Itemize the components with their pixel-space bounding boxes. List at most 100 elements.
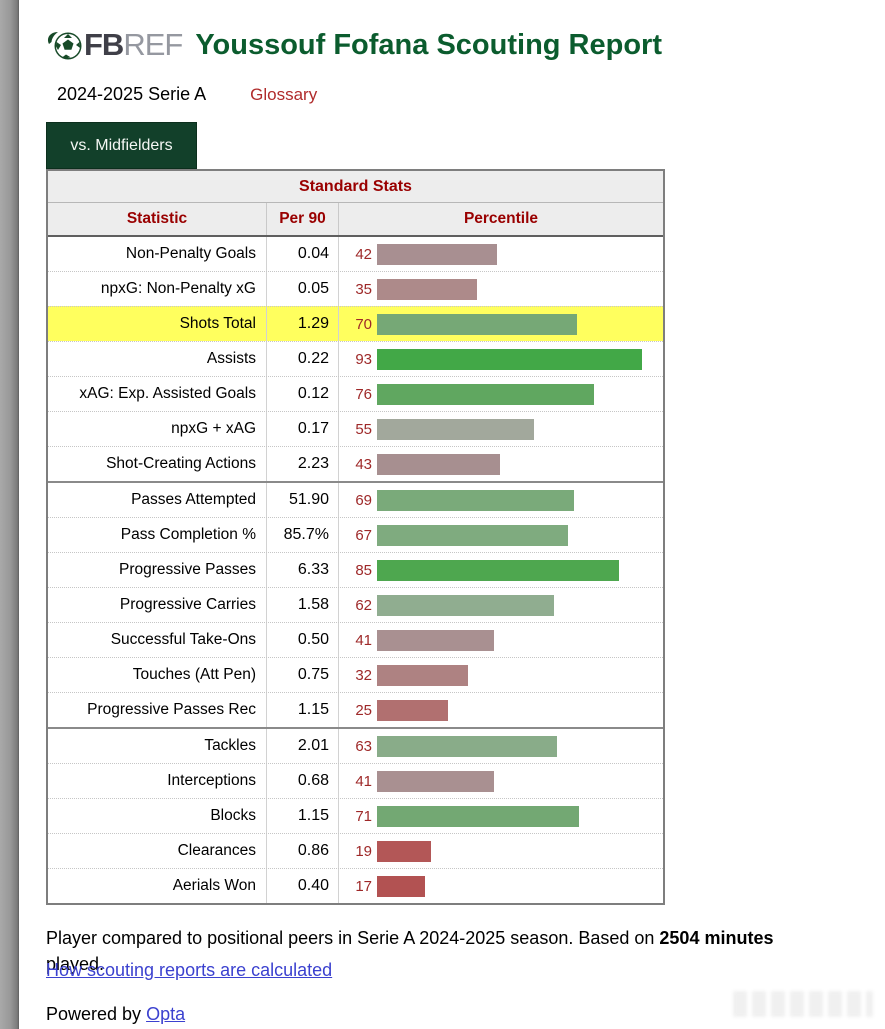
table-row[interactable]: Assists 0.22 93 (48, 341, 663, 376)
per90-value: 2.01 (266, 729, 338, 763)
glossary-link[interactable]: Glossary (250, 85, 318, 104)
table-row[interactable]: Touches (Att Pen) 0.75 32 (48, 657, 663, 692)
percentile-value: 55 (355, 420, 372, 438)
stat-label: Passes Attempted (131, 491, 256, 508)
table-row[interactable]: Blocks 1.15 71 (48, 798, 663, 833)
per90-value: 0.05 (266, 272, 338, 306)
percentile-bar (377, 629, 494, 651)
note-text: Player compared to positional peers in S… (46, 928, 660, 948)
table-row[interactable]: npxG + xAG 0.17 55 (48, 411, 663, 446)
col-header-per90: Per 90 (266, 203, 338, 235)
table-row[interactable]: Non-Penalty Goals 0.04 42 (48, 237, 663, 271)
watermark (733, 991, 873, 1017)
percentile-bar (377, 524, 568, 546)
percentile-value: 67 (355, 526, 372, 544)
percentile-bar (377, 243, 497, 265)
table-title: Standard Stats (48, 171, 663, 203)
percentile-cell: 85 (338, 553, 663, 587)
col-header-statistic: Statistic (126, 210, 188, 227)
stat-label: Touches (Att Pen) (132, 666, 256, 683)
per90-value: 2.23 (266, 447, 338, 481)
percentile-cell: 43 (338, 447, 663, 481)
stat-label: Tackles (204, 737, 256, 754)
percentile-bar (377, 453, 500, 475)
percentile-cell: 76 (338, 377, 663, 411)
scouting-reports-calculated-link[interactable]: How scouting reports are calculated (46, 960, 333, 980)
stat-label: Progressive Passes (119, 561, 256, 578)
comparison-note: Player compared to positional peers in S… (46, 925, 782, 977)
stat-label: Clearances (177, 842, 256, 859)
percentile-value: 25 (355, 701, 372, 719)
per90-value: 85.7% (266, 518, 338, 552)
percentile-cell: 55 (338, 412, 663, 446)
percentile-bar (377, 805, 579, 827)
percentile-cell: 19 (338, 834, 663, 868)
table-row[interactable]: Progressive Passes Rec 1.15 25 (48, 692, 663, 727)
table-row[interactable]: Interceptions 0.68 41 (48, 763, 663, 798)
per90-value: 0.68 (266, 764, 338, 798)
table-row[interactable]: Shot-Creating Actions 2.23 43 (48, 446, 663, 481)
table-column-headers: Statistic Per 90 Percentile (48, 203, 663, 237)
percentile-cell: 25 (338, 693, 663, 727)
stat-label: Assists (206, 350, 256, 367)
percentile-cell: 42 (338, 237, 663, 271)
percentile-cell: 63 (338, 729, 663, 763)
table-row[interactable]: Passes Attempted 51.90 69 (48, 481, 663, 517)
per90-value: 0.22 (266, 342, 338, 376)
opta-link[interactable]: Opta (146, 1004, 186, 1024)
note-text-end: played. (46, 954, 105, 974)
table-row[interactable]: Pass Completion % 85.7% 67 (48, 517, 663, 552)
logo-ref-text: REF (123, 27, 183, 62)
stat-label: Pass Completion % (120, 526, 256, 543)
percentile-cell: 32 (338, 658, 663, 692)
percentile-bar (377, 278, 477, 300)
table-row[interactable]: Shots Total 1.29 70 (48, 306, 663, 341)
stat-label: Non-Penalty Goals (125, 245, 256, 262)
season-label: 2024-2025 Serie A (57, 84, 207, 104)
percentile-cell: 62 (338, 588, 663, 622)
percentile-value: 93 (355, 350, 372, 368)
stat-label: npxG: Non-Penalty xG (100, 280, 256, 297)
percentile-value: 85 (355, 561, 372, 579)
percentile-value: 71 (355, 807, 372, 825)
percentile-cell: 93 (338, 342, 663, 376)
percentile-bar (377, 664, 468, 686)
table-row[interactable]: Progressive Passes 6.33 85 (48, 552, 663, 587)
table-row[interactable]: Successful Take-Ons 0.50 41 (48, 622, 663, 657)
percentile-bar (377, 489, 574, 511)
percentile-bar (377, 875, 425, 897)
percentile-cell: 70 (338, 307, 663, 341)
subheader: 2024-2025 Serie A Glossary (57, 84, 317, 105)
per90-value: 0.12 (266, 377, 338, 411)
table-body: Non-Penalty Goals 0.04 42 npxG: Non-Penalty… (48, 237, 663, 903)
table-row[interactable]: Tackles 2.01 63 (48, 727, 663, 763)
table-row[interactable]: Aerials Won 0.40 17 (48, 868, 663, 903)
tab-vs-midfielders[interactable]: vs. Midfielders (46, 122, 197, 169)
table-row[interactable]: Clearances 0.86 19 (48, 833, 663, 868)
logo-fb-text: FB (84, 27, 124, 62)
per90-value: 1.15 (266, 799, 338, 833)
percentile-cell: 41 (338, 623, 663, 657)
percentile-value: 69 (355, 491, 372, 509)
percentile-value: 70 (355, 315, 372, 333)
percentile-value: 17 (355, 877, 372, 895)
per90-value: 0.04 (266, 237, 338, 271)
stat-label: xAG: Exp. Assisted Goals (79, 385, 256, 402)
per90-value: 0.50 (266, 623, 338, 657)
fbref-logo[interactable]: FB REF (46, 27, 183, 63)
percentile-bar (377, 418, 534, 440)
table-row[interactable]: Progressive Carries 1.58 62 (48, 587, 663, 622)
percentile-cell: 41 (338, 764, 663, 798)
percentile-bar (377, 735, 557, 757)
per90-value: 1.15 (266, 693, 338, 727)
table-row[interactable]: xAG: Exp. Assisted Goals 0.12 76 (48, 376, 663, 411)
percentile-cell: 71 (338, 799, 663, 833)
percentile-bar (377, 383, 594, 405)
standard-stats-table: Standard Stats Statistic Per 90 Percenti… (46, 169, 665, 905)
stat-label: Aerials Won (172, 877, 256, 894)
table-row[interactable]: npxG: Non-Penalty xG 0.05 35 (48, 271, 663, 306)
powered-by: Powered by Opta (46, 1004, 185, 1025)
per90-value: 1.58 (266, 588, 338, 622)
col-header-percentile: Percentile (338, 203, 663, 235)
per90-value: 0.75 (266, 658, 338, 692)
